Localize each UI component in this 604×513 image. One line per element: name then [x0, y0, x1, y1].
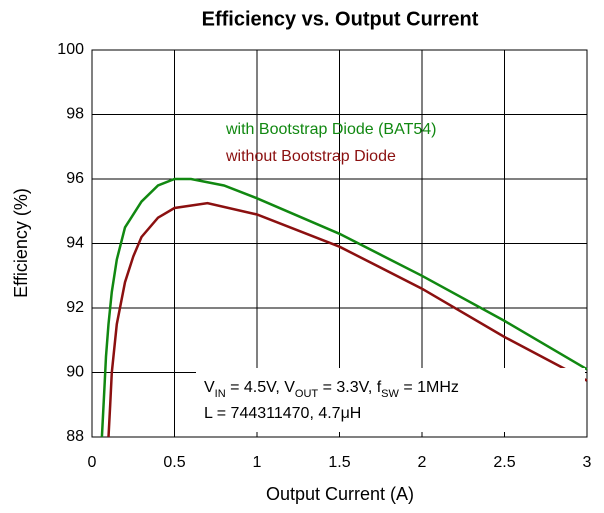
annotation-part: IN — [215, 388, 226, 400]
line — [100, 177, 588, 438]
annotation-part: SW — [381, 388, 399, 400]
y-tick-label: 100 — [57, 41, 84, 58]
legend-label: without Bootstrap Diode — [225, 148, 396, 165]
annotation-part: V — [204, 379, 215, 396]
y-tick-label: 92 — [66, 299, 84, 316]
x-tick-label: 1 — [253, 454, 262, 471]
annotation-part: = 1MHz — [399, 379, 459, 396]
x-tick-label: 0.5 — [163, 454, 185, 471]
x-tick-label: 2 — [418, 454, 427, 471]
annotation: VIN = 4.5V, VOUT = 3.3V, fSW = 1MHz — [204, 379, 459, 400]
legend-label: with Bootstrap Diode (BAT54) — [225, 121, 436, 138]
x-axis-label: Output Current (A) — [266, 484, 414, 504]
y-axis-label: Efficiency (%) — [11, 188, 31, 298]
annotation-part: OUT — [295, 388, 319, 400]
line — [107, 201, 588, 438]
x-tick-label: 1.5 — [328, 454, 350, 471]
y-tick-label: 90 — [66, 364, 84, 381]
annotation-part: = 4.5V, V — [226, 379, 296, 396]
y-tick-label: 94 — [66, 235, 84, 252]
chart-title: Efficiency vs. Output Current — [202, 8, 479, 30]
annotation-box — [196, 368, 585, 432]
x-tick-label: 2.5 — [493, 454, 515, 471]
y-tick-label: 98 — [66, 106, 84, 123]
x-tick-label: 3 — [583, 454, 592, 471]
y-tick-label: 96 — [66, 170, 84, 187]
y-tick-label: 88 — [66, 428, 84, 445]
annotation: L = 744311470, 4.7μH — [204, 405, 361, 422]
annotation-part: = 3.3V, f — [318, 379, 382, 396]
x-tick-label: 0 — [88, 454, 97, 471]
